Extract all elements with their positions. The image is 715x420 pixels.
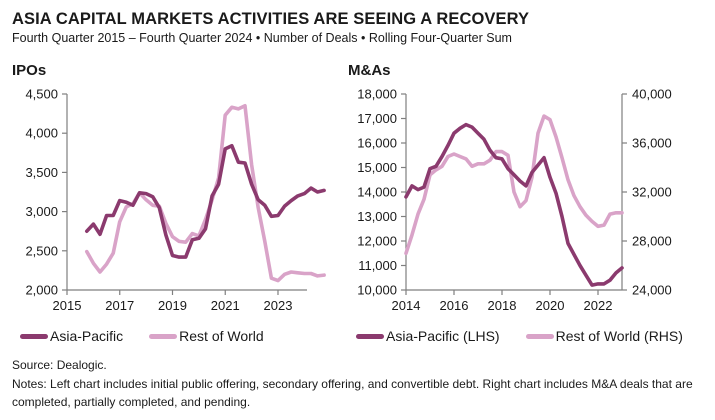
ma-y-tick-label: 13,000: [357, 209, 397, 224]
chart-subtitle: Fourth Quarter 2015 – Fourth Quarter 202…: [12, 31, 512, 45]
footnotes: Notes: Left chart includes initial publi…: [12, 377, 693, 409]
ma-y-tick-label: 12,000: [357, 234, 397, 249]
legend-item-asia-pacific-lhs: Asia-Pacific (LHS): [356, 328, 500, 344]
ma-y2-tick-label: 24,000: [632, 283, 672, 298]
ipo-line-rest-of-world: [85, 104, 326, 283]
legend-swatch-rest-of-world: [149, 333, 178, 339]
ma-legend: Asia-Pacific (LHS) Rest of World (RHS): [356, 328, 709, 344]
legend-label: Asia-Pacific (LHS): [386, 328, 500, 344]
ipo-x-tick-label: 2017: [105, 298, 134, 313]
ma-y-tick-label: 11,000: [358, 258, 397, 273]
ipo-x-tick-label: 2015: [53, 298, 82, 313]
ma-y-tick-label: 16,000: [357, 136, 397, 151]
ipo-y-tick-label: 2,500: [25, 243, 58, 258]
legend-swatch-asia-pacific-lhs: [356, 333, 384, 339]
ipo-y-tick-label: 4,000: [25, 126, 58, 141]
ma-line-asia-pacific-lhs: [404, 122, 624, 287]
ma-y-tick-label: 18,000: [357, 87, 397, 102]
ma-y2-tick-label: 36,000: [632, 136, 672, 151]
ma-x-tick-label: 2016: [440, 298, 469, 313]
ma-y2-tick-label: 32,000: [632, 185, 672, 200]
ma-y-tick-label: 14,000: [357, 185, 397, 200]
legend-swatch-asia-pacific: [20, 333, 48, 339]
ma-y-tick-label: 15,000: [357, 160, 397, 175]
ma-x-tick-label: 2018: [488, 298, 517, 313]
ma-panel-title: M&As: [348, 62, 391, 79]
ma-x-tick-label: 2022: [584, 298, 613, 313]
ma-y2-tick-label: 28,000: [632, 234, 672, 249]
ma-x-tick-label: 2014: [392, 298, 421, 313]
ipo-line-asia-pacific: [85, 143, 326, 259]
legend-item-rest-of-world: Rest of World: [149, 328, 264, 344]
ipo-x-tick-label: 2023: [264, 298, 293, 313]
ipo-y-tick-label: 3,000: [25, 204, 58, 219]
legend-label: Asia-Pacific: [50, 328, 124, 344]
ipo-panel-title: IPOs: [12, 62, 47, 79]
legend-swatch-rest-of-world-rhs: [525, 333, 554, 339]
ipo-legend: Asia-Pacific Rest of World: [20, 328, 290, 344]
legend-label: Rest of World (RHS): [555, 328, 683, 344]
ipo-y-tick-label: 2,000: [25, 283, 58, 298]
ipo-x-tick-label: 2019: [158, 298, 187, 313]
chart-title: ASIA CAPITAL MARKETS ACTIVITIES ARE SEEI…: [12, 10, 530, 28]
ipo-y-tick-label: 4,500: [25, 87, 58, 102]
ipo-x-tick-label: 2021: [211, 298, 240, 313]
legend-item-rest-of-world-rhs: Rest of World (RHS): [525, 328, 683, 344]
legend-label: Rest of World: [179, 328, 264, 344]
source-note: Source: Dealogic.: [12, 358, 107, 372]
ipo-y-tick-label: 3,500: [25, 165, 58, 180]
ma-y-tick-label: 10,000: [357, 283, 397, 298]
legend-item-asia-pacific: Asia-Pacific: [20, 328, 123, 344]
ma-x-tick-label: 2020: [536, 298, 565, 313]
ma-y2-tick-label: 40,000: [632, 87, 672, 102]
ma-y-tick-label: 17,000: [357, 111, 397, 126]
ma-line-rest-of-world-rhs: [404, 114, 624, 256]
